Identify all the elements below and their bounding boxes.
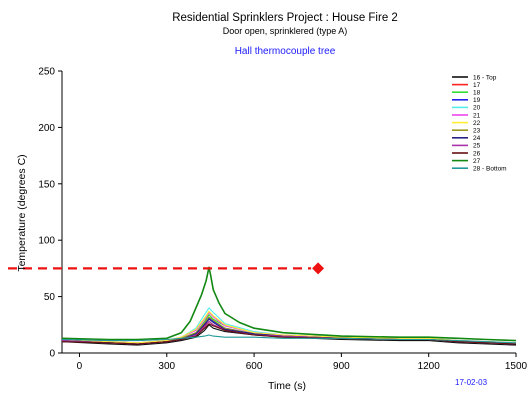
legend-entry: 25 <box>473 143 481 150</box>
series-line <box>61 324 517 346</box>
y-tick-label: 250 <box>38 67 55 78</box>
legend-entry: 28 - Bottom <box>473 166 507 173</box>
x-tick-label: 900 <box>333 361 350 372</box>
legend-entry: 26 <box>473 150 481 157</box>
y-tick-label: 0 <box>49 349 55 360</box>
y-tick-label: 50 <box>44 292 56 303</box>
x-tick-label: 0 <box>77 361 83 372</box>
legend-entry: 17 <box>473 82 481 89</box>
marker-diamond <box>312 262 325 275</box>
legend-entry: 16 - Top <box>473 74 497 81</box>
y-tick-label: 150 <box>38 179 55 190</box>
x-tick-label: 600 <box>246 361 263 372</box>
legend-entry: 23 <box>473 128 481 135</box>
legend-entry: 22 <box>473 120 481 127</box>
legend-entry: 20 <box>473 105 481 112</box>
y-axis-label: Temperature (degrees C) <box>16 154 28 271</box>
legend-entry: 27 <box>473 158 481 165</box>
y-tick-label: 200 <box>38 123 55 134</box>
legend-entry: 19 <box>473 97 481 104</box>
x-tick-label: 300 <box>158 361 175 372</box>
x-axis-label: Time (s) <box>268 380 306 392</box>
chart-subtitle-2: Hall thermocouple tree <box>235 46 336 57</box>
legend-entry: 24 <box>473 135 481 142</box>
series-line <box>61 334 517 344</box>
series-line <box>61 310 517 344</box>
legend-entry: 18 <box>473 90 481 97</box>
legend-entry: 21 <box>473 112 481 119</box>
x-tick-label: 1500 <box>505 361 528 372</box>
x-tick-label: 1200 <box>418 361 441 372</box>
plot-area: 0 300 600 900 1200 1500 0 50 100 150 200 250 16 - To… <box>8 67 528 372</box>
chart-subtitle: Door open, sprinklered (type A) <box>223 26 348 36</box>
y-tick-label: 100 <box>38 236 55 247</box>
series-line <box>61 266 517 342</box>
date-stamp: 17-02-03 <box>455 378 488 387</box>
chart-title: Residential Sprinklers Project : House F… <box>172 12 398 24</box>
